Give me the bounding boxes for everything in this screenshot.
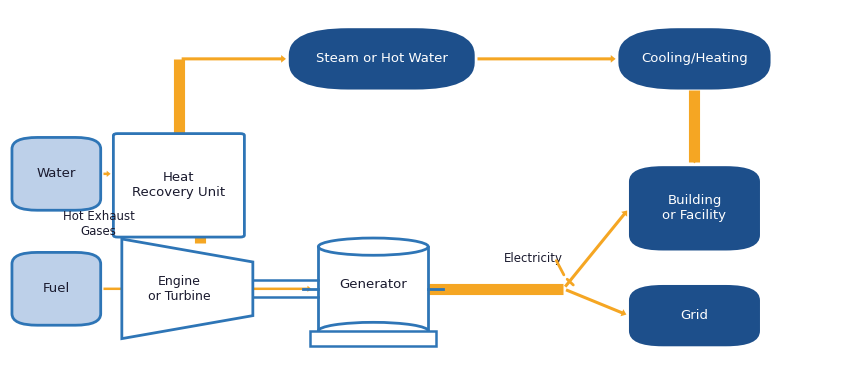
Text: Cooling/Heating: Cooling/Heating: [641, 52, 748, 65]
FancyBboxPatch shape: [12, 137, 101, 210]
Text: Generator: Generator: [339, 278, 407, 291]
FancyBboxPatch shape: [310, 331, 437, 345]
Text: Electricity: Electricity: [505, 252, 563, 265]
FancyBboxPatch shape: [618, 28, 771, 90]
Polygon shape: [122, 239, 253, 339]
Text: Water: Water: [36, 168, 76, 180]
FancyBboxPatch shape: [114, 134, 244, 237]
Text: Grid: Grid: [680, 309, 708, 322]
Ellipse shape: [318, 238, 428, 255]
Text: Building
or Facility: Building or Facility: [662, 194, 727, 222]
Text: Engine
or Turbine: Engine or Turbine: [148, 275, 210, 303]
Text: Heat
Recovery Unit: Heat Recovery Unit: [132, 171, 226, 199]
Ellipse shape: [318, 322, 428, 340]
FancyBboxPatch shape: [289, 28, 475, 90]
FancyBboxPatch shape: [318, 247, 428, 331]
FancyBboxPatch shape: [629, 166, 760, 251]
Text: Steam or Hot Water: Steam or Hot Water: [315, 52, 448, 65]
Text: Hot Exhaust
Gases: Hot Exhaust Gases: [63, 210, 135, 238]
FancyBboxPatch shape: [12, 252, 101, 325]
Text: Fuel: Fuel: [42, 282, 70, 295]
FancyBboxPatch shape: [629, 285, 760, 346]
